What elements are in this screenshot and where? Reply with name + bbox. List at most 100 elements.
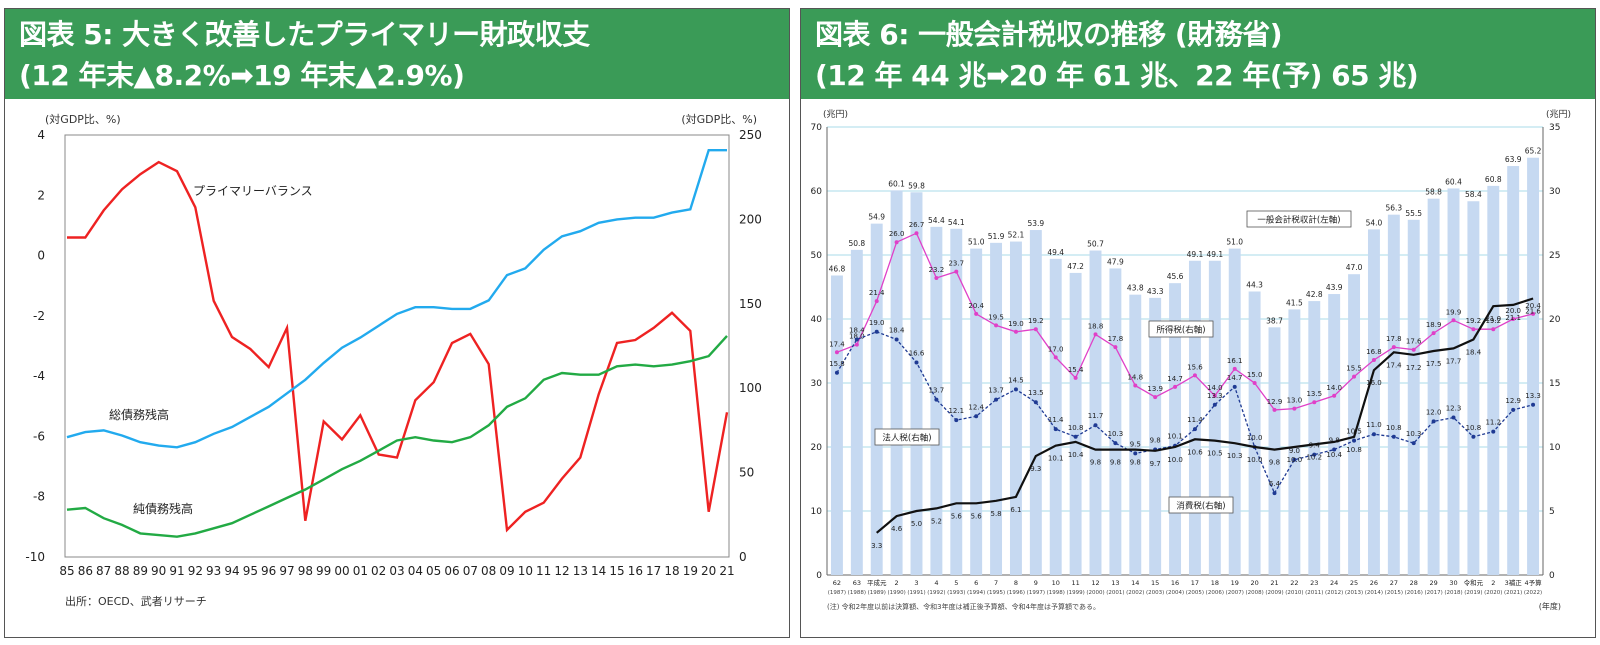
right-tick-label: 100 — [739, 381, 762, 395]
line-value-label: 14.5 — [1008, 376, 1024, 384]
line-value-label: 9.0 — [1289, 447, 1300, 455]
footnote: (注) 令和2年度以前は決算額、令和3年度は補正後予算額、令和4年度は予算額であ… — [827, 602, 1100, 611]
x-tick-label: 03 — [389, 564, 404, 578]
series-point — [1133, 451, 1138, 456]
tax-revenue-bar — [1049, 258, 1062, 575]
source-note: 出所：OECD、武者リサーチ — [65, 594, 207, 608]
series-point — [1352, 374, 1357, 379]
line-value-label: 6.1 — [1010, 506, 1021, 514]
x-tick-label: 94 — [224, 564, 239, 578]
x-subtick-label: (1998) — [1047, 590, 1065, 596]
line-value-label: 9.8 — [1329, 437, 1340, 445]
series-point — [834, 350, 839, 355]
line-value-label: 17.5 — [1426, 360, 1442, 368]
series-point — [1531, 311, 1536, 316]
series-point — [1053, 355, 1058, 360]
panel-title: 図表 6: 一般会計税収の推移 (財務省) (12 年 44 兆➡20 年 61… — [801, 9, 1595, 99]
x-subtick-label: (2010) — [1285, 590, 1303, 596]
x-tick-label: 96 — [261, 564, 276, 578]
tax-revenue-bar — [1169, 283, 1182, 575]
x-tick-label: 13 — [1111, 579, 1119, 587]
line-value-label: 16.6 — [909, 350, 925, 358]
x-tick-label: 63 — [853, 579, 861, 587]
x-subtick-label: (2007) — [1226, 590, 1244, 596]
x-subtick-label: (2006) — [1206, 590, 1224, 596]
x-tick-label: 3 — [914, 579, 918, 587]
bar-value-label: 51.0 — [1226, 238, 1243, 247]
line-value-label: 13.0 — [1287, 397, 1303, 405]
x-subtick-label: (1996) — [1007, 590, 1025, 596]
left-tick-label: -2 — [33, 309, 45, 323]
line-value-label: 10.8 — [1068, 424, 1084, 432]
line-value-label: 10.8 — [1466, 424, 1482, 432]
x-subtick-label: (2018) — [1444, 590, 1462, 596]
x-tick-label: 7 — [994, 579, 998, 587]
tax-revenue-bar — [1188, 260, 1201, 575]
x-tick-label: 22 — [1290, 579, 1298, 587]
series-point — [894, 337, 899, 342]
line-value-label: 5.6 — [971, 512, 983, 520]
line-value-label: 19.9 — [1446, 308, 1462, 316]
x-tick-label: 62 — [833, 579, 841, 587]
series-point — [1431, 331, 1436, 336]
x-tick-label: 09 — [499, 564, 514, 578]
line-value-label: 12.0 — [1426, 408, 1442, 416]
title-line-1: 図表 6: 一般会計税収の推移 (財務省) — [815, 18, 1283, 51]
series-point — [1033, 327, 1038, 332]
x-subtick-label: (2002) — [1126, 590, 1144, 596]
x-tick-label: 12 — [554, 564, 569, 578]
series-point — [1471, 434, 1476, 439]
tax-revenue-bar — [1268, 327, 1281, 575]
bar-value-label: 50.8 — [848, 239, 865, 248]
primary-balance-chart: (対GDP比、%) (対GDP比、%) 出所：OECD、武者リサーチ 420-2… — [25, 112, 762, 608]
line-value-label: 9.8 — [1090, 459, 1101, 467]
bar-value-label: 54.0 — [1366, 218, 1383, 227]
x-subtick-label: (2001) — [1106, 590, 1124, 596]
tax-revenue-bar — [970, 248, 983, 575]
right-axis-unit: (対GDP比、%) — [681, 112, 757, 126]
line-value-label: 17.4 — [829, 340, 845, 348]
series-point — [1272, 407, 1277, 412]
series-point — [1053, 427, 1058, 432]
series-point — [954, 418, 959, 423]
x-tick-label: 14 — [1131, 579, 1139, 587]
x-subtick-label: (2020) — [1484, 590, 1502, 596]
tax-revenue-bar — [1447, 188, 1460, 575]
x-subtick-label: (1987) — [828, 590, 846, 596]
series-point — [1153, 395, 1158, 400]
x-tick-label: 21 — [719, 564, 734, 578]
line-value-label: 14.8 — [1127, 374, 1143, 382]
tax-revenue-bar — [1487, 185, 1500, 575]
line-value-label: 10.5 — [1346, 428, 1362, 436]
left-tick-label: 4 — [37, 128, 45, 142]
bar-value-label: 53.9 — [1027, 219, 1044, 228]
line-value-label: 10.0 — [1247, 434, 1263, 442]
tax-revenue-bar — [1248, 291, 1261, 575]
bar-value-label: 52.1 — [1008, 231, 1025, 240]
line-value-label: 9.7 — [1150, 460, 1161, 468]
line-value-label: 11.4 — [1187, 416, 1203, 424]
bar-value-label: 45.6 — [1167, 272, 1184, 281]
x-tick-label: 17 — [1191, 579, 1199, 587]
x-tick-label: 26 — [1370, 579, 1378, 587]
line-value-label: 9.8 — [1130, 459, 1141, 467]
tax-revenue-bar — [1387, 214, 1400, 575]
tax-revenue-bar — [1407, 219, 1420, 576]
line-value-label: 10.0 — [1287, 456, 1303, 464]
x-tick-label: 18 — [664, 564, 679, 578]
line-value-label: 10.8 — [1386, 424, 1402, 432]
right-tick-label: 10 — [1549, 443, 1561, 453]
x-tick-label: 97 — [279, 564, 294, 578]
series-point — [1371, 357, 1376, 362]
line-value-label: 9.8 — [1110, 459, 1121, 467]
x-subtick-label: (1990) — [887, 590, 905, 596]
x-tick-label: 平成元 — [867, 578, 887, 587]
x-tick-label: 98 — [298, 564, 313, 578]
tax-revenue-bar — [1308, 301, 1321, 575]
x-tick-label: 93 — [206, 564, 221, 578]
tax-revenue-bar — [890, 190, 903, 576]
line-value-label: 20.4 — [968, 302, 984, 310]
x-tick-label: 25 — [1350, 579, 1358, 587]
line-value-label: 6.4 — [1269, 480, 1281, 488]
x-tick-label: 07 — [463, 564, 478, 578]
